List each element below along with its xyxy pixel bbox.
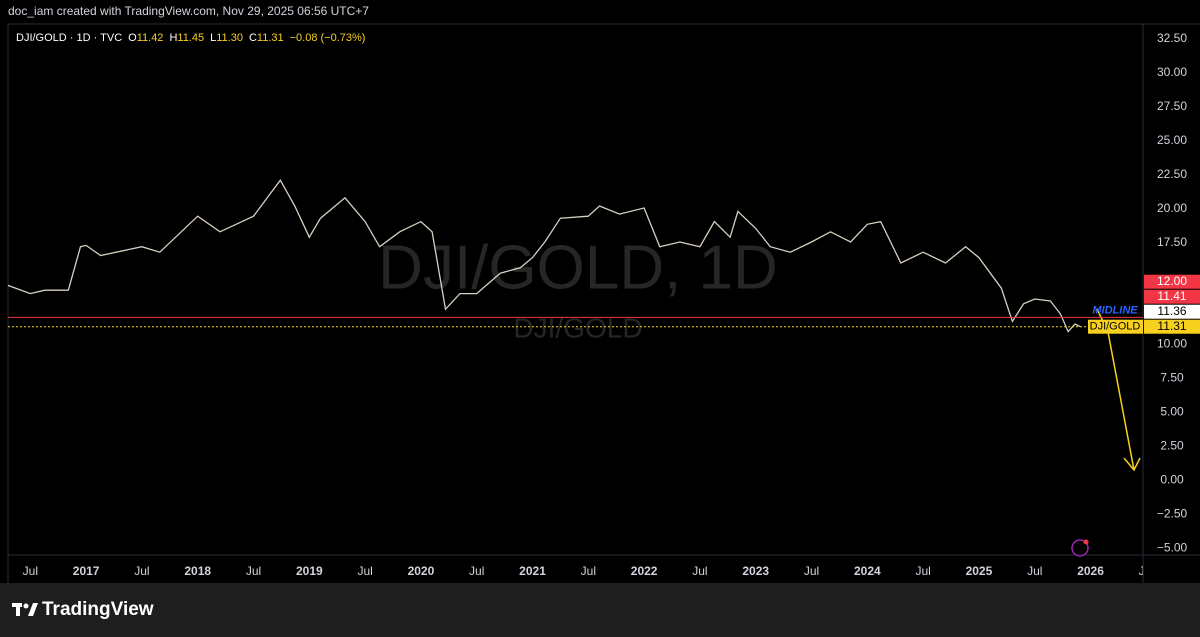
x-tick-label: Jul [581,564,596,578]
watermark-title: DJI/GOLD, 1D [378,233,778,302]
ohlc-label: H [169,32,177,44]
ohlc-label: O [128,32,137,44]
line-name: MIDLINE [1092,305,1138,317]
x-tick-label: Jul [469,564,484,578]
x-tick-label: 2021 [519,564,546,578]
y-tick-label: 30.00 [1157,65,1187,79]
ohlc-value: 11.45 [177,32,204,44]
y-tick-label: 10.00 [1157,337,1187,351]
ohlc-value: 11.31 [257,32,284,44]
logo [12,603,38,616]
x-tick-label: 2019 [296,564,323,578]
x-tick-label: Jul [134,564,149,578]
ohlc-label: L [210,32,216,44]
credit: doc_iam created with TradingView.com, No… [8,4,369,18]
y-tick-label: 25.00 [1157,133,1187,147]
x-tick-label: 2024 [854,564,881,578]
y-tick-label: 5.00 [1160,405,1184,419]
time-axis: Jul 2017 Jul 2018 Jul 2019 Jul 2020 Jul 2021 Jul 20… [23,564,1154,578]
y-tick-label: −5.00 [1157,540,1188,554]
x-tick-label: Jul [357,564,372,578]
x-tick-label: 2017 [73,564,100,578]
x-tick-label: Jul [1027,564,1042,578]
y-tick-label: 2.50 [1160,439,1184,453]
ohlc-value: 11.30 [216,32,243,44]
x-tick-label: 2018 [184,564,211,578]
price-label: 11.41 [1157,289,1186,303]
price-label: 11.31 [1157,319,1186,333]
brand: TradingView [42,599,154,620]
x-tick-label: 2022 [631,564,658,578]
price-label: 11.36 [1157,304,1186,318]
line-name: DJI/GOLD [1090,321,1141,333]
y-tick-label: 0.00 [1160,472,1184,486]
price-label-box [1144,289,1200,304]
x-tick-label: 2020 [408,564,435,578]
y-tick-label: 20.00 [1157,201,1187,215]
y-tick-label: −2.50 [1157,506,1188,520]
x-tick-label: Jul [1139,564,1154,578]
alert-dot [1083,539,1089,545]
x-tick-label: 2025 [966,564,993,578]
y-tick-label: 32.50 [1157,31,1187,45]
y-tick-label: 27.50 [1157,99,1187,113]
x-tick-label: Jul [246,564,261,578]
footer-bar [0,583,1200,637]
x-tick-label: Jul [804,564,819,578]
price-line [8,179,1081,333]
line-name-box [1088,319,1143,334]
ohlc-label: C [249,32,257,44]
x-tick-label: 2023 [742,564,769,578]
price-label-box [1144,304,1200,319]
plot [8,179,1081,333]
legend-change: −0.08 (−0.73%) [290,32,366,44]
x-tick-label: 2026 [1077,564,1104,578]
price-label-box [1144,319,1200,334]
price-label: 12.00 [1157,274,1187,288]
x-tick-label: Jul [692,564,707,578]
price-label-box [1144,274,1200,289]
alert-icon[interactable] [1071,539,1089,557]
legend: DJI/GOLD · 1D · TVC O11.42 H11.45 L11.30 C11… [16,32,365,44]
y-tick-label: 22.50 [1157,167,1187,181]
y-tick-label: 7.50 [1160,371,1184,385]
x-tick-label: Jul [915,564,930,578]
x-tick-label: Jul [23,564,38,578]
y-tick-label: 17.50 [1157,235,1187,249]
ohlc-value: 11.42 [137,32,164,44]
legend-symbol: DJI/GOLD · 1D · TVC [16,32,122,44]
